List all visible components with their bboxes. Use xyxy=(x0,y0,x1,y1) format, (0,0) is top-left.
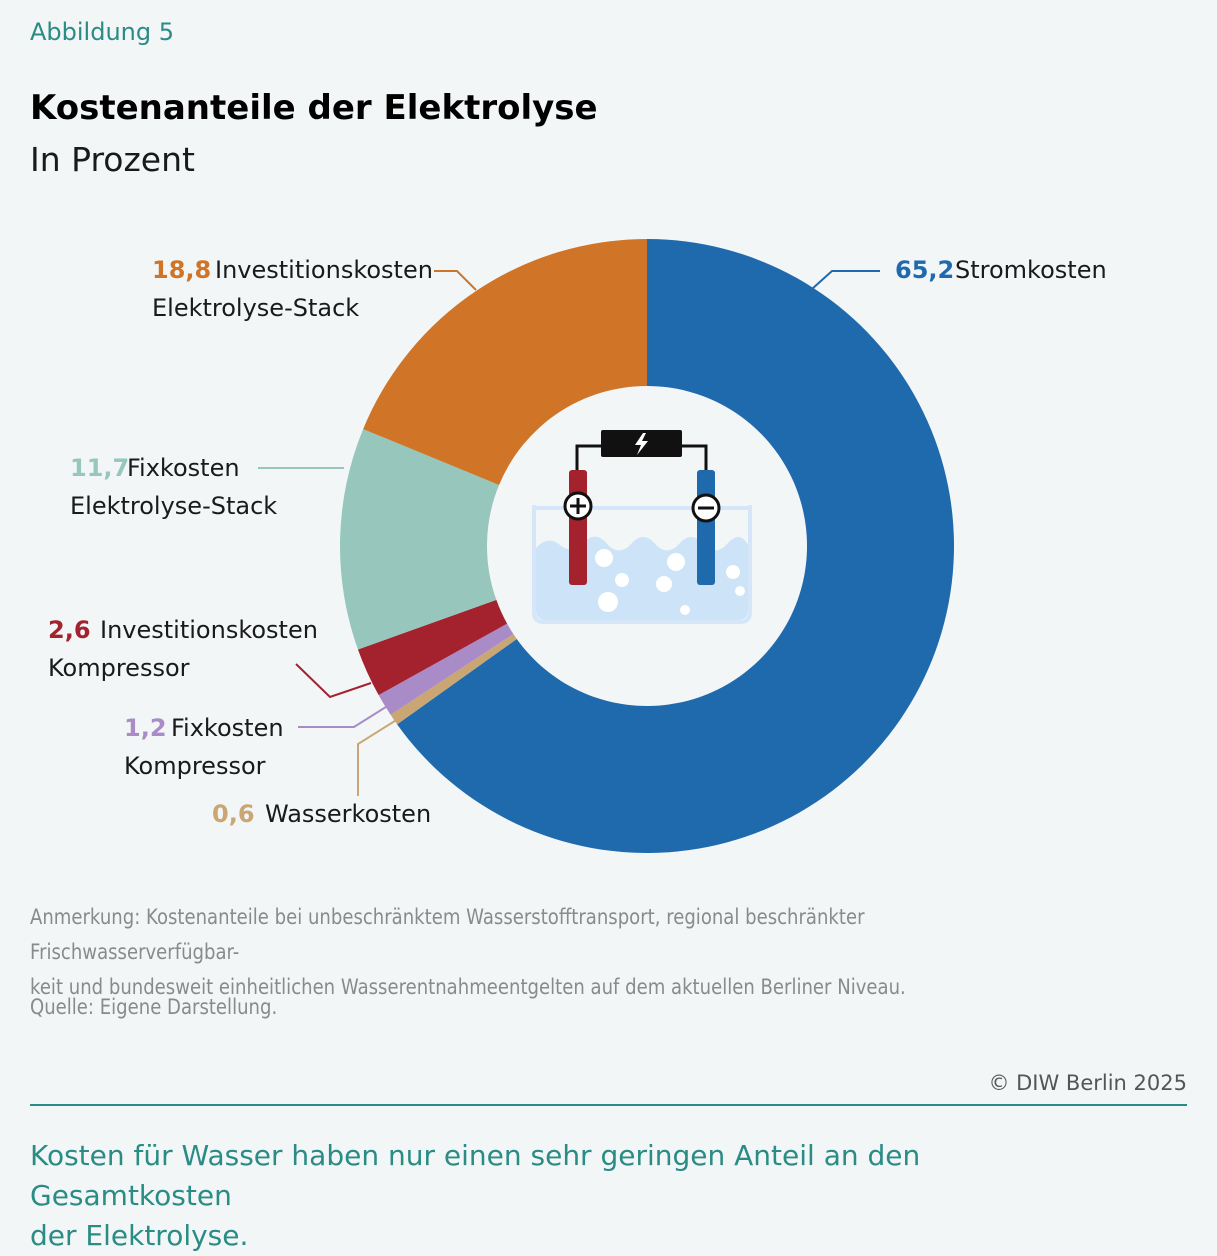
divider xyxy=(30,1104,1187,1106)
pie-slice xyxy=(390,633,517,725)
takeaway-line-1: Kosten für Wasser haben nur einen sehr g… xyxy=(30,1139,921,1212)
chart-note-line-2: keit und bundesweit einheitlichen Wasser… xyxy=(30,975,906,999)
slice-category-label: Wasserkosten xyxy=(265,800,431,828)
figure-label: Abbildung 5 xyxy=(30,18,175,46)
slice-category-label: Stromkosten xyxy=(955,256,1107,284)
slice-value-label: 18,8 xyxy=(152,256,211,284)
chart-note-line-1: Anmerkung: Kostenanteile bei unbeschränk… xyxy=(30,905,865,964)
lightning-icon xyxy=(635,433,648,455)
chart-title: Kostenanteile der Elektrolyse xyxy=(30,88,598,128)
electrolysis-cell-icon xyxy=(532,430,752,624)
slice-category-label: Investitionskosten xyxy=(215,256,433,284)
pie-slice xyxy=(397,239,955,853)
takeaway-text: Kosten für Wasser haben nur einen sehr g… xyxy=(30,1136,1130,1256)
pie-slice xyxy=(378,623,514,715)
slice-category-label: Fixkosten xyxy=(171,714,284,742)
slice-value-label: 2,6 xyxy=(48,616,91,644)
pie-slice xyxy=(357,599,508,696)
chart-source: Quelle: Eigene Darstellung. xyxy=(30,995,278,1019)
slice-category-label: Elektrolyse-Stack xyxy=(70,492,277,520)
leader-line xyxy=(357,718,399,796)
leader-line xyxy=(434,270,477,291)
slice-category-label: Fixkosten xyxy=(127,454,240,482)
leader-line xyxy=(811,270,880,290)
copyright: © DIW Berlin 2025 xyxy=(988,1071,1187,1095)
slice-category-label: Investitionskosten xyxy=(100,616,318,644)
leader-line xyxy=(295,663,372,699)
slice-category-label: Elektrolyse-Stack xyxy=(152,294,359,322)
pie-slice xyxy=(340,429,500,650)
chart-subtitle: In Prozent xyxy=(30,140,195,179)
slice-value-label: 1,2 xyxy=(124,714,167,742)
pie-slice xyxy=(363,239,647,486)
slice-category-label: Kompressor xyxy=(48,654,190,682)
leader-line xyxy=(298,704,390,728)
slice-value-label: 11,7 xyxy=(70,454,129,482)
slice-value-label: 65,2 xyxy=(895,256,954,284)
slice-value-label: 0,6 xyxy=(212,800,255,828)
chart-note: Anmerkung: Kostenanteile bei unbeschränk… xyxy=(30,900,1028,1005)
slice-category-label: Kompressor xyxy=(124,752,266,780)
takeaway-line-2: der Elektrolyse. xyxy=(30,1219,249,1252)
